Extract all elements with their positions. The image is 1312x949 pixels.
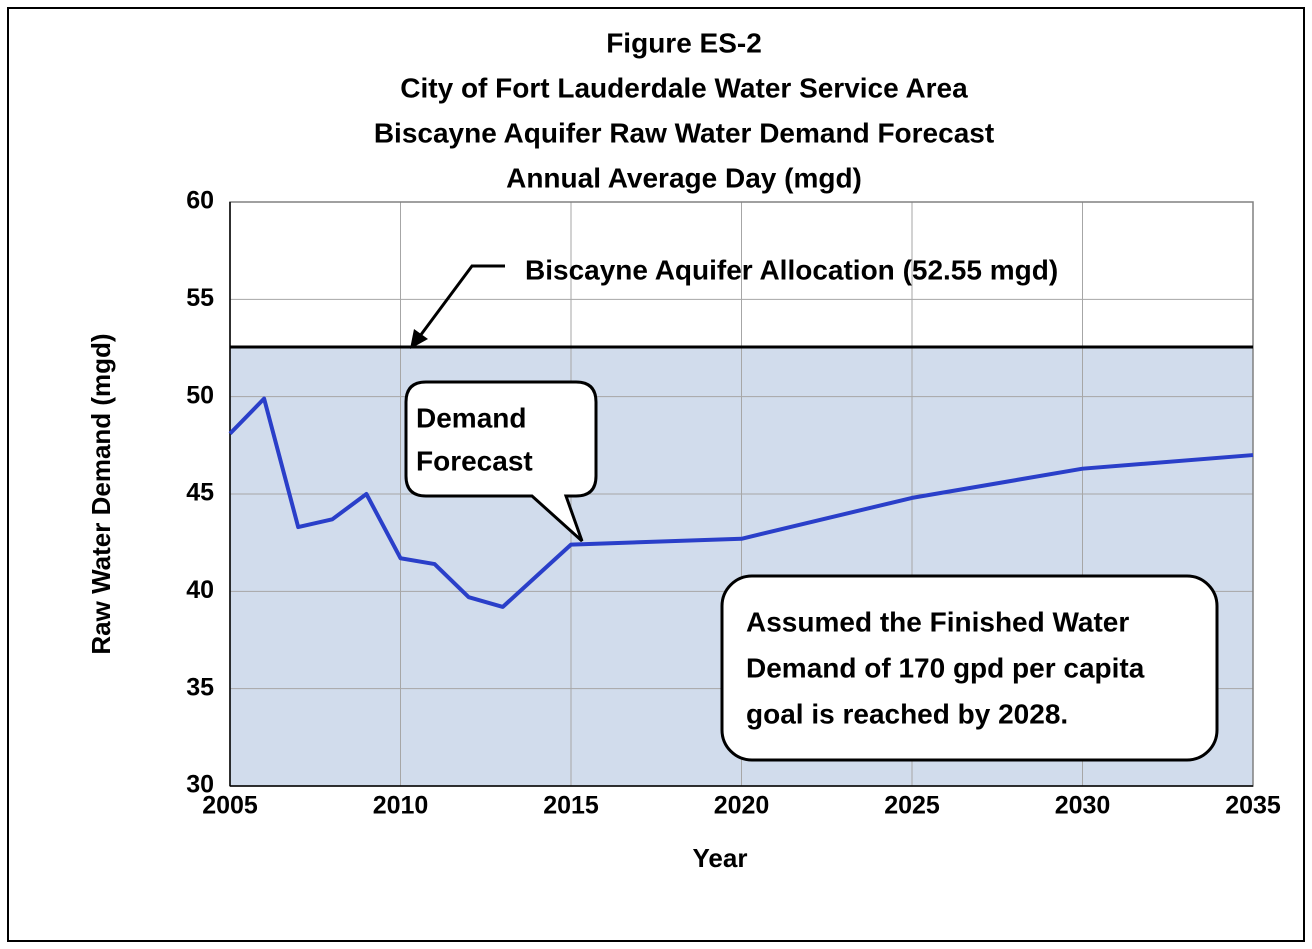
y-tick-label: 50 [186, 381, 214, 409]
x-tick-label: 2010 [373, 792, 429, 820]
y-tick-label: 40 [186, 576, 214, 604]
x-axis-label: Year [693, 843, 748, 873]
x-tick-label: 2015 [543, 792, 599, 820]
x-tick-label: 2030 [1055, 792, 1111, 820]
data-line [228, 396, 1254, 609]
note-text: goal is reached by 2028. [746, 698, 1068, 729]
allocation-label: Biscayne Aquifer Allocation (52.55 mgd) [525, 254, 1058, 285]
note-text: Assumed the Finished Water [746, 606, 1129, 637]
annotation-arrow [418, 264, 505, 337]
note-text: Demand of 170 gpd per capita [746, 652, 1145, 683]
arrow-head [410, 329, 428, 349]
y-tick-label: 55 [186, 284, 214, 312]
y-tick-label: 30 [186, 771, 214, 799]
chart-title: Annual Average Day (mgd) [506, 162, 862, 193]
chart-title: Biscayne Aquifer Raw Water Demand Foreca… [374, 117, 994, 148]
chart-title: City of Fort Lauderdale Water Service Ar… [400, 72, 968, 103]
note-box [720, 574, 1219, 762]
x-tick-label: 2005 [202, 792, 258, 820]
y-tick-label: 60 [186, 187, 214, 215]
chart-title: Figure ES-2 [606, 27, 762, 58]
y-tick-label: 45 [186, 479, 214, 507]
callout-box [404, 380, 598, 543]
frame [7, 7, 1305, 942]
y-axis-label: Raw Water Demand (mgd) [86, 333, 116, 654]
x-tick-label: 2035 [1225, 792, 1281, 820]
callout-text: Forecast [416, 445, 533, 476]
callout-text: Demand [416, 402, 526, 433]
x-tick-label: 2020 [714, 792, 770, 820]
y-tick-label: 35 [186, 673, 214, 701]
x-tick-label: 2025 [884, 792, 940, 820]
